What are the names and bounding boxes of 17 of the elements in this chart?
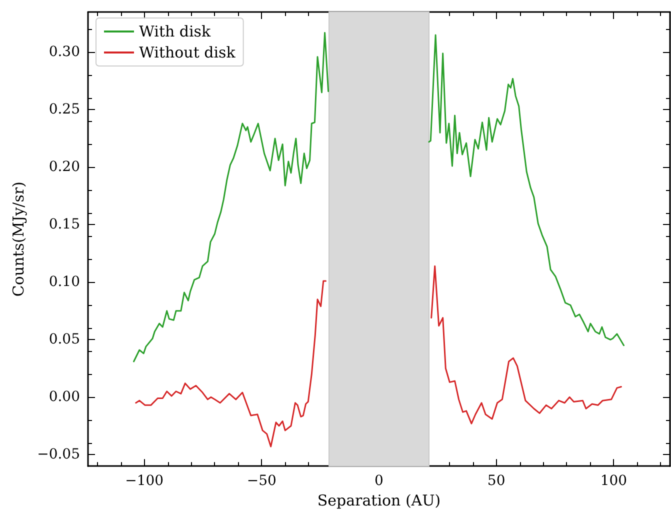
y-tick-label: −0.05 <box>37 446 80 463</box>
x-tick-label: 0 <box>374 473 384 490</box>
y-tick-label: 0.25 <box>48 102 80 118</box>
x-tick-label: 100 <box>600 473 628 490</box>
legend-label: Without disk <box>139 44 236 62</box>
legend-label: With disk <box>139 22 212 40</box>
x-axis-title: Separation (AU) <box>317 492 441 510</box>
y-tick-label: 0.00 <box>48 389 80 406</box>
x-tick-label: −100 <box>125 473 164 490</box>
y-axis-title: Counts(MJy/sr) <box>10 182 28 297</box>
y-tick-label: 0.30 <box>48 44 80 60</box>
x-tick-label: −50 <box>246 473 276 490</box>
x-tick-label: 50 <box>487 473 506 490</box>
y-tick-label: 0.10 <box>48 274 80 290</box>
y-tick-label: 0.20 <box>48 159 80 176</box>
y-tick-label: 0.05 <box>48 332 80 348</box>
y-tick-label: 0.15 <box>48 216 80 233</box>
